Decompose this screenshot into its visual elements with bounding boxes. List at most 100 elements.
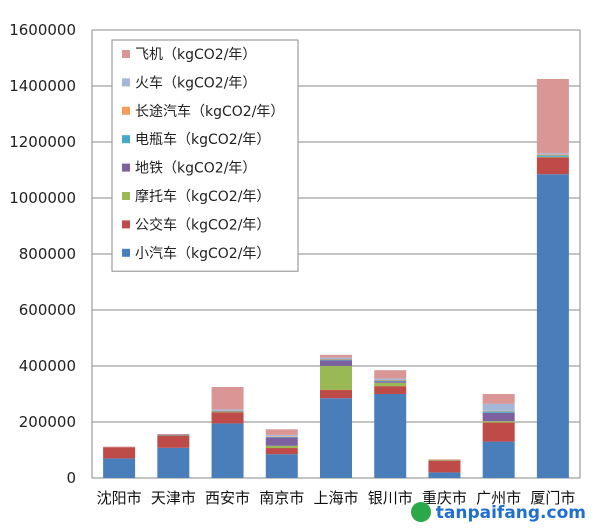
watermark: tanpaifang.com (410, 502, 586, 523)
bar-segment (320, 359, 352, 360)
watermark-logo-icon (410, 502, 431, 522)
x-axis-categories: 沈阳市 天津市 西安市 南京市 上海市 银川市 重庆市 广州市 厦门市 (97, 489, 576, 507)
bar-segment (265, 448, 298, 455)
bar-segment (482, 394, 515, 404)
legend-swatch (122, 163, 130, 172)
legend-label: 火车（kgCO2/年） (135, 74, 256, 91)
bar-segment (211, 411, 244, 413)
y-axis-ticks: 0 200000 400000 600000 800000 1000000 1200000 1… (9, 21, 76, 487)
bar-segment (157, 447, 190, 478)
bar-segment (157, 434, 190, 436)
bar-segment (374, 382, 407, 387)
bar-segment (265, 445, 298, 449)
legend-swatch (122, 135, 130, 144)
bar-segment (211, 410, 244, 412)
bar-segment (374, 380, 407, 381)
bar-segment (536, 174, 569, 478)
legend-swatch (122, 50, 130, 58)
bar-segment (265, 434, 298, 437)
bar-segment (374, 380, 407, 382)
bar-segment (157, 435, 190, 436)
bar-segment (211, 423, 244, 478)
y-tick-label: 0 (66, 469, 76, 487)
bar-segment (374, 386, 407, 394)
bar-segment (374, 381, 407, 383)
bar-segment (536, 155, 569, 157)
bar-segment (157, 434, 190, 435)
bar-segment (428, 459, 461, 461)
bar-segment (374, 394, 407, 478)
bar-segment (428, 459, 461, 460)
legend-label: 摩托车（kgCO2/年） (135, 188, 270, 205)
bar-segment (265, 436, 298, 438)
bar-segment (211, 412, 244, 424)
bar-segment (482, 403, 515, 411)
legend-swatch (122, 78, 130, 87)
legend-label: 公交车（kgCO2/年） (135, 216, 270, 233)
bar-segment (536, 79, 569, 154)
legend-swatch (122, 248, 130, 257)
bar-segment (320, 357, 352, 359)
y-tick-label: 1000000 (9, 189, 76, 207)
bar-segment (536, 153, 569, 155)
bar-segment (265, 436, 298, 437)
bar-segment (157, 436, 190, 448)
bar-segment (320, 354, 352, 358)
y-tick-label: 600000 (19, 301, 76, 319)
legend-label: 长途汽车（kgCO2/年） (135, 103, 284, 120)
bar-segment (482, 441, 515, 478)
legend-label: 地铁（kgCO2/年） (135, 161, 256, 177)
bar-segment (265, 454, 298, 478)
legend-box (111, 39, 299, 272)
x-category-label: 南京市 (259, 489, 304, 507)
bar-segment (374, 378, 407, 380)
bar-segment (265, 437, 298, 446)
bar-segment (482, 422, 515, 442)
y-tick-label: 1600000 (9, 21, 76, 39)
x-category-label: 沈阳市 (97, 489, 142, 507)
bar-segment (428, 472, 461, 478)
bar-segment (482, 421, 515, 423)
y-tick-label: 400000 (19, 357, 76, 375)
x-category-label: 银川市 (368, 489, 413, 507)
legend: 飞机（kgCO2/年） 火车（kgCO2/年） 长途汽车（kgCO2/年） 电瓶车（k… (111, 39, 299, 272)
bar-segment (482, 412, 515, 422)
legend-label: 电瓶车（kgCO2/年） (135, 131, 270, 148)
bar-segment (320, 366, 352, 390)
y-tick-label: 1400000 (9, 77, 76, 95)
bar-segment (320, 359, 352, 361)
watermark-text: tanpaifang.com (435, 503, 586, 523)
y-tick-label: 1200000 (9, 133, 76, 151)
bar-segment (103, 458, 136, 478)
legend-swatch (122, 220, 130, 229)
bar-segment (103, 446, 136, 448)
bars (103, 79, 569, 478)
bar-segment (374, 370, 407, 379)
bar-segment (536, 154, 569, 156)
bar-segment (211, 409, 244, 411)
legend-swatch (122, 106, 130, 115)
legend-swatch (122, 192, 130, 200)
x-category-label: 上海市 (313, 489, 358, 507)
bar-segment (211, 387, 244, 410)
x-category-label: 厦门市 (530, 489, 575, 507)
bar-segment (320, 398, 352, 478)
bar-segment (103, 447, 136, 459)
bar-segment (536, 157, 569, 175)
legend-label: 小汽车（kgCO2/年） (135, 245, 270, 262)
bar-segment (482, 411, 515, 413)
x-category-label: 重庆市 (422, 489, 467, 507)
y-tick-label: 200000 (19, 413, 76, 431)
bar-segment (320, 360, 352, 366)
x-category-label: 天津市 (151, 489, 196, 507)
bar-segment (320, 389, 352, 399)
bar-segment (265, 429, 298, 435)
x-category-label: 广州市 (476, 489, 521, 507)
x-category-label: 西安市 (205, 489, 250, 507)
bar-segment (428, 460, 461, 473)
bar-segment (482, 410, 515, 412)
y-tick-label: 800000 (19, 245, 76, 263)
bar-segment (536, 156, 569, 158)
legend-label: 飞机（kgCO2/年） (135, 47, 256, 63)
